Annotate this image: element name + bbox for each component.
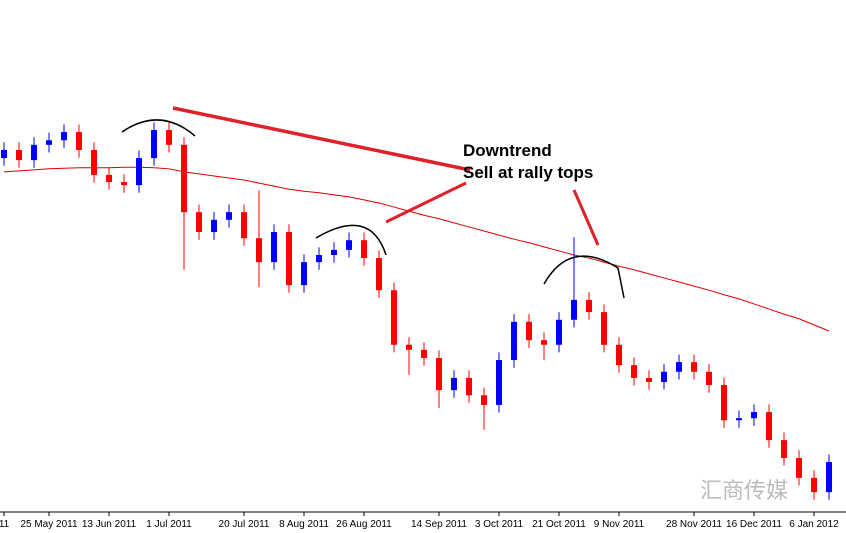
x-tick-label: 25 May 2011 xyxy=(20,519,78,530)
candle-body xyxy=(241,212,247,239)
candle-body xyxy=(691,362,697,372)
candle-body xyxy=(466,377,472,396)
top-arc xyxy=(315,224,387,256)
candle-body xyxy=(436,358,442,391)
candle-body xyxy=(16,149,22,161)
candle-body xyxy=(616,344,622,366)
candle-body xyxy=(721,385,727,421)
x-tick-label: 26 Aug 2011 xyxy=(336,519,392,530)
x-tick-label: 6 Jan 2012 xyxy=(789,519,839,530)
pointer-line xyxy=(385,181,467,224)
candle-body xyxy=(571,299,577,320)
candle-body xyxy=(211,219,217,233)
candle-body xyxy=(766,412,772,441)
candle-body xyxy=(736,418,742,421)
candle-body xyxy=(76,132,82,150)
candle-body xyxy=(136,158,142,186)
candle-body xyxy=(361,240,367,259)
candle-body xyxy=(676,362,682,372)
candle-body xyxy=(151,130,157,159)
candle-body xyxy=(271,232,277,263)
x-tick-label: 13 Jun 2011 xyxy=(82,519,137,530)
candle-body xyxy=(226,212,232,220)
candle-body xyxy=(301,262,307,286)
annotation: Downtrend xyxy=(463,141,552,160)
candle-body xyxy=(781,440,787,458)
x-tick-label: 11 xyxy=(0,519,10,530)
candle-body xyxy=(346,240,352,250)
x-tick-label: 1 Jul 2011 xyxy=(146,519,192,530)
x-tick-label: 21 Oct 2011 xyxy=(532,519,586,530)
candle-body xyxy=(256,238,262,263)
plot-area xyxy=(1,122,832,500)
x-tick-label: 14 Sep 2011 xyxy=(411,519,467,530)
top-arc xyxy=(121,119,196,137)
candle-body xyxy=(631,365,637,378)
x-tick-label: 20 Jul 2011 xyxy=(219,519,270,530)
candle-body xyxy=(526,321,532,341)
candle-body xyxy=(331,249,337,255)
candle-body xyxy=(511,321,517,361)
x-tick-label: 9 Nov 2011 xyxy=(594,519,645,530)
trend-line xyxy=(172,106,471,172)
x-tick-label: 8 Aug 2011 xyxy=(279,519,329,530)
candle-body xyxy=(121,182,127,186)
candle-body xyxy=(61,132,67,141)
candle-body xyxy=(196,212,202,233)
candle-body xyxy=(406,344,412,350)
candle-body xyxy=(376,258,382,291)
candle-body xyxy=(661,371,667,382)
candle-body xyxy=(541,340,547,345)
pointer-line xyxy=(572,189,600,246)
annotation: Sell at rally tops xyxy=(463,163,593,182)
x-tick-label: 3 Oct 2011 xyxy=(475,519,524,530)
candle-body xyxy=(46,140,52,145)
candle-body xyxy=(556,319,562,345)
candle-body xyxy=(91,149,97,175)
candle-body xyxy=(451,377,457,391)
candle-body xyxy=(646,377,652,382)
x-tick-label: 16 Dec 2011 xyxy=(726,519,782,530)
candle-body xyxy=(796,457,802,478)
candle-body xyxy=(421,349,427,359)
candle-body xyxy=(286,232,292,286)
candle-body xyxy=(706,371,712,386)
candle-body xyxy=(106,174,112,183)
top-arc xyxy=(543,255,625,299)
x-tick-label: 28 Nov 2011 xyxy=(666,519,722,530)
candle-body xyxy=(811,477,817,493)
candle-body xyxy=(316,255,322,263)
candle-body xyxy=(601,312,607,345)
candle-body xyxy=(586,299,592,313)
candle-body xyxy=(31,144,37,161)
candle-body xyxy=(1,149,7,159)
candle-body xyxy=(181,144,187,213)
candle-body xyxy=(481,395,487,405)
candle-body xyxy=(166,130,172,145)
candle-body xyxy=(751,412,757,419)
candle-body xyxy=(391,290,397,345)
watermark: 汇商传媒 xyxy=(700,478,788,503)
candle-body xyxy=(496,360,502,405)
candle-body xyxy=(826,462,832,493)
